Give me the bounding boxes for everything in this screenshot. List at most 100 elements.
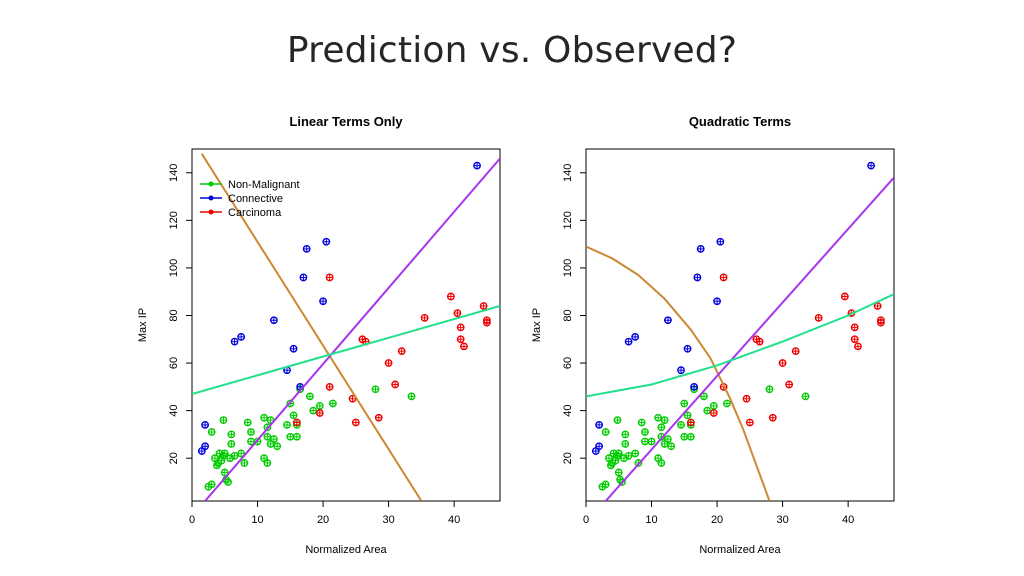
y-tick-label: 140 <box>562 164 574 182</box>
data-point-non-malignant <box>621 440 630 448</box>
data-point-carcinoma <box>709 409 718 417</box>
fit-line-0 <box>200 153 423 501</box>
legend: Non-Malignant Connective Carcinoma <box>200 179 300 219</box>
data-point-connective <box>270 316 278 325</box>
data-point-connective <box>289 344 298 353</box>
plot-frame <box>191 148 501 502</box>
data-point-non-malignant <box>624 451 633 460</box>
data-point-carcinoma <box>850 335 859 344</box>
data-point-non-malignant <box>613 416 622 425</box>
data-point-carcinoma <box>742 394 751 403</box>
y-tick-label: 60 <box>562 357 574 369</box>
x-axis-label: Normalized Area <box>305 544 387 556</box>
data-point-non-malignant <box>263 459 272 467</box>
x-tick-label: 40 <box>448 514 460 526</box>
data-point-connective <box>230 337 239 346</box>
data-point-connective <box>473 161 481 170</box>
data-point-non-malignant <box>657 423 666 432</box>
data-point-non-malignant <box>700 392 708 401</box>
data-point-non-malignant <box>260 413 268 422</box>
data-point-non-malignant <box>722 399 731 408</box>
data-point-non-malignant <box>306 392 314 401</box>
x-tick-label: 20 <box>317 514 329 526</box>
legend-label: Non-Malignant <box>228 179 300 191</box>
fit-line-2 <box>586 293 894 398</box>
x-tick-label: 0 <box>583 514 589 526</box>
data-point-connective <box>302 244 311 253</box>
data-point-non-malignant <box>237 449 246 458</box>
data-point-non-malignant <box>680 399 689 408</box>
fit-line-2 <box>192 305 500 395</box>
data-point-non-malignant <box>407 392 416 401</box>
y-tick-label: 20 <box>562 452 574 464</box>
legend-marker <box>208 181 214 187</box>
data-point-connective <box>201 420 210 429</box>
slide-title: Prediction vs. Observed? <box>286 30 738 71</box>
data-point-carcinoma <box>397 347 406 356</box>
y-axis-label: Max IP <box>531 308 543 342</box>
data-point-connective <box>201 442 210 451</box>
y-tick-label: 140 <box>168 164 180 182</box>
x-tick-label: 20 <box>711 514 723 526</box>
data-point-non-malignant <box>219 416 228 425</box>
data-point-carcinoma <box>482 316 491 325</box>
data-point-non-malignant <box>683 411 692 420</box>
data-point-carcinoma <box>325 273 334 282</box>
chart-title: Quadratic Terms <box>689 114 791 129</box>
plot-frame <box>585 148 895 502</box>
data-point-carcinoma <box>840 292 849 301</box>
y-tick-label: 40 <box>562 404 574 416</box>
data-point-connective <box>595 420 604 429</box>
data-point-carcinoma <box>785 380 794 389</box>
data-point-non-malignant <box>286 432 295 441</box>
data-point-non-malignant <box>292 432 301 441</box>
data-point-connective <box>696 244 705 253</box>
data-point-connective <box>716 237 725 246</box>
data-point-connective <box>867 161 875 170</box>
x-tick-label: 40 <box>842 514 854 526</box>
data-point-non-malignant <box>247 428 255 436</box>
data-point-connective <box>683 344 692 353</box>
data-point-non-malignant <box>765 385 774 394</box>
data-point-carcinoma <box>686 418 695 427</box>
data-point-non-malignant <box>273 442 282 451</box>
data-point-carcinoma <box>854 342 862 351</box>
data-point-non-malignant <box>309 406 318 415</box>
y-tick-label: 120 <box>562 211 574 229</box>
legend-marker <box>208 209 214 215</box>
y-tick-label: 100 <box>562 259 574 277</box>
y-axis-label: Max IP <box>137 308 149 342</box>
data-point-non-malignant <box>227 440 236 448</box>
data-point-connective <box>299 273 308 282</box>
data-point-carcinoma <box>814 313 823 322</box>
data-point-non-malignant <box>270 435 278 444</box>
y-tick-label: 100 <box>168 259 180 277</box>
x-axis-label: Normalized Area <box>699 544 781 556</box>
data-point-carcinoma <box>850 323 859 332</box>
data-point-connective <box>693 273 702 282</box>
data-point-non-malignant <box>641 428 649 436</box>
fit-line-1 <box>204 157 500 501</box>
data-point-non-malignant <box>283 420 291 429</box>
data-point-carcinoma <box>755 337 764 346</box>
data-point-connective <box>322 237 331 246</box>
data-point-carcinoma <box>460 342 468 351</box>
data-point-non-malignant <box>328 399 337 408</box>
data-point-carcinoma <box>778 359 787 367</box>
data-point-connective <box>595 442 604 451</box>
data-point-carcinoma <box>456 335 465 344</box>
data-point-non-malignant <box>601 480 610 489</box>
data-point-non-malignant <box>230 451 239 460</box>
data-point-carcinoma <box>384 359 393 367</box>
data-point-non-malignant <box>371 385 380 394</box>
data-point-non-malignant <box>631 449 640 458</box>
data-point-non-malignant <box>641 437 649 446</box>
data-point-connective <box>690 382 699 391</box>
data-point-non-malignant <box>614 468 623 477</box>
data-point-non-malignant <box>207 480 216 489</box>
fit-line-1 <box>604 176 894 501</box>
data-point-connective <box>319 297 327 306</box>
chart-title: Linear Terms Only <box>289 114 403 129</box>
data-point-carcinoma <box>768 413 777 422</box>
